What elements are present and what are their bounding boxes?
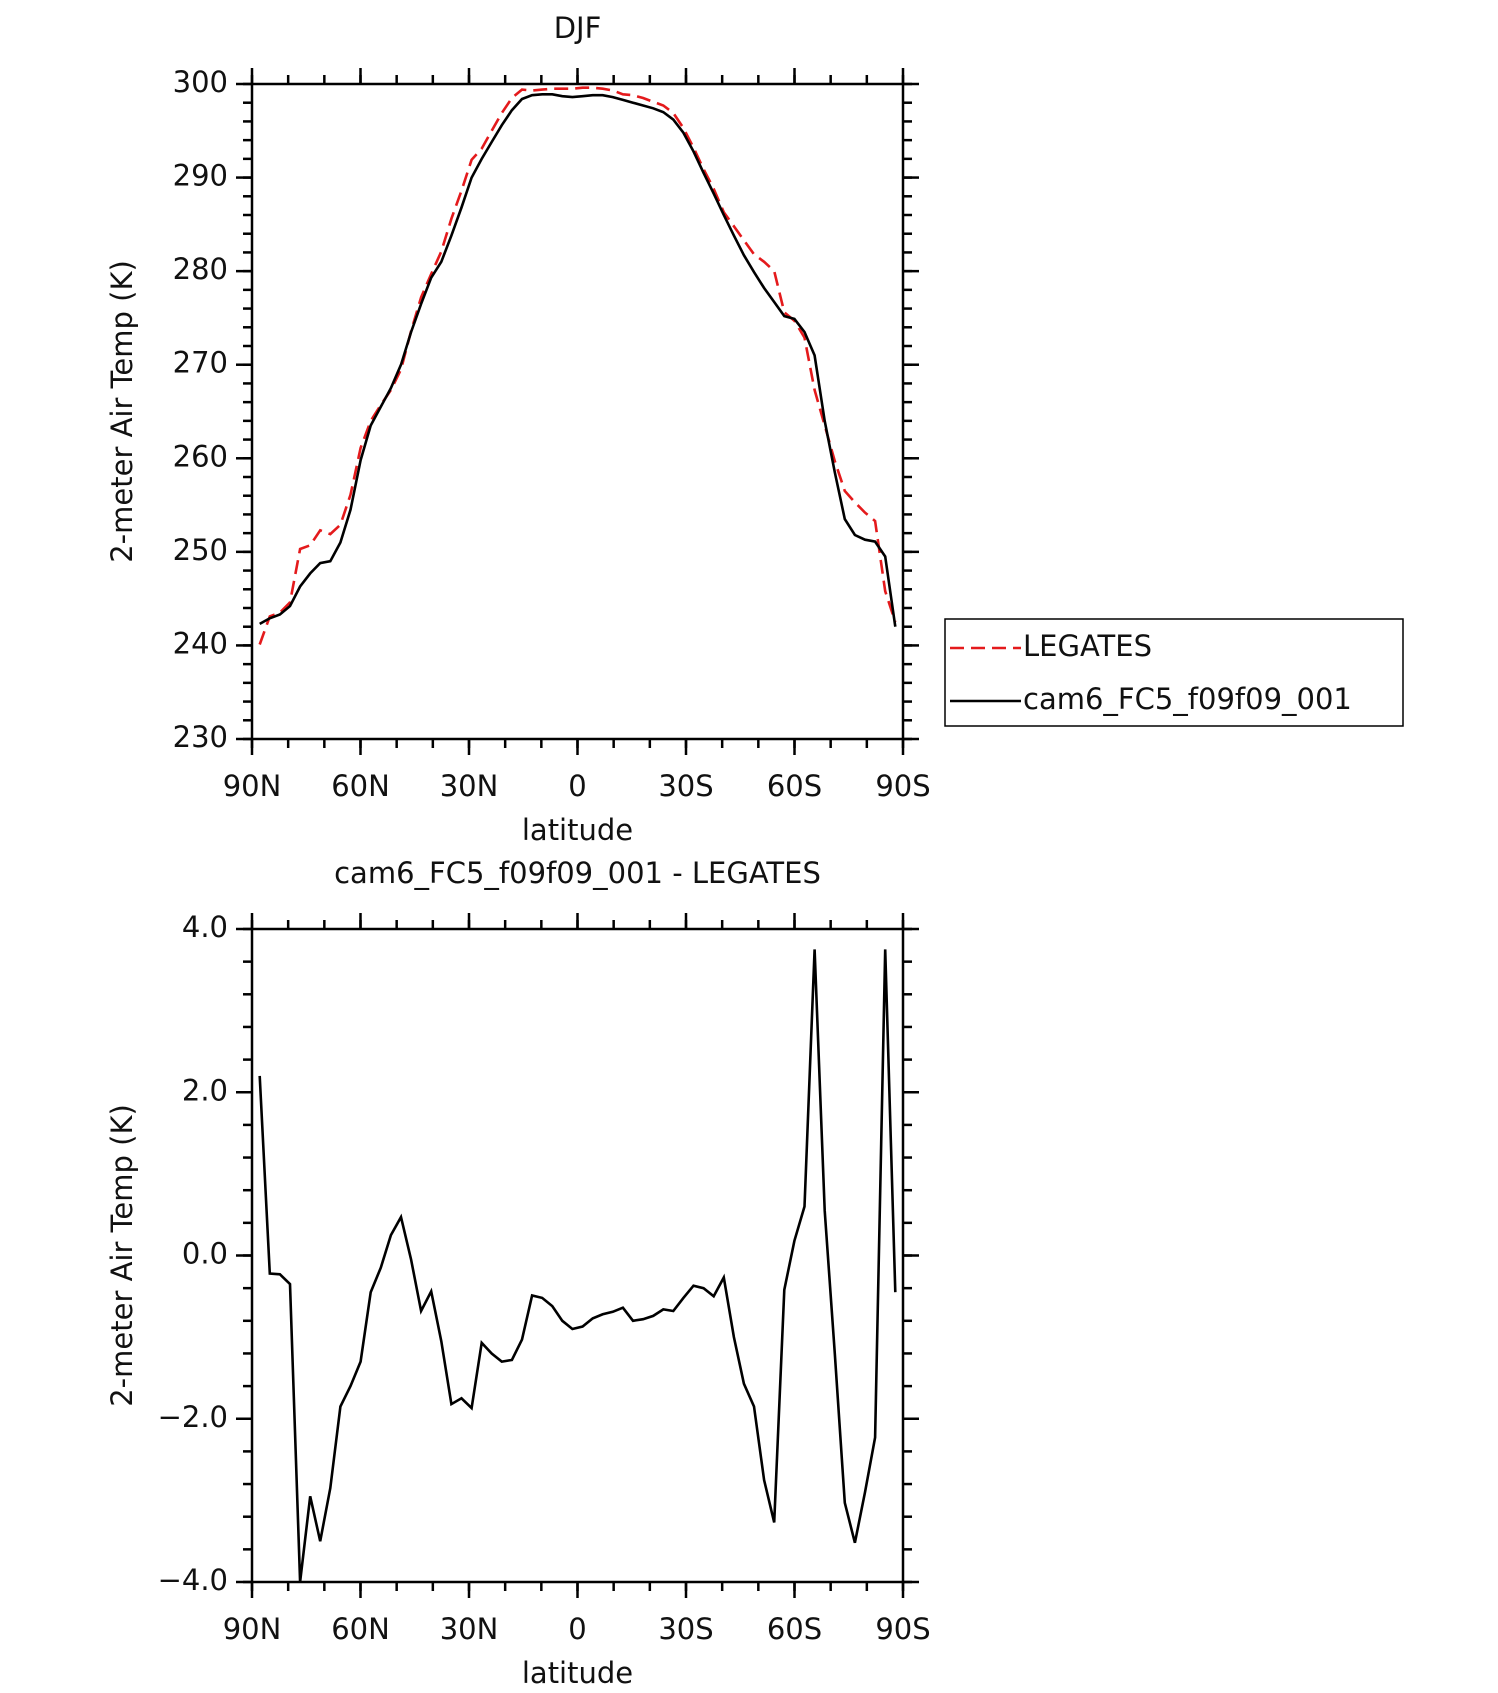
x-tick-label: 90S: [875, 1612, 930, 1646]
legend-label: cam6_FC5_f09f09_001: [1023, 682, 1352, 716]
plot-frame: [250, 82, 905, 741]
data-line: [259, 93, 897, 627]
x-axis-label: latitude: [522, 1656, 633, 1690]
y-tick-label: 4.0: [182, 910, 228, 944]
y-tick-label: 0.0: [182, 1237, 228, 1271]
y-tick-label: 250: [173, 533, 228, 567]
x-tick-label: 30S: [658, 769, 713, 803]
y-tick-label: 260: [173, 439, 228, 473]
data-line: [258, 86, 897, 645]
plot-frame: [250, 927, 905, 1584]
x-tick-label: 30S: [658, 1612, 713, 1646]
x-tick-label: 0: [568, 1612, 586, 1646]
x-tick-label: 30N: [440, 769, 499, 803]
x-tick-label: 90N: [223, 1612, 282, 1646]
chart-title: DJF: [554, 11, 602, 45]
x-tick-label: 0: [568, 769, 586, 803]
x-axis-label: latitude: [522, 813, 633, 847]
y-tick-label: 290: [173, 159, 228, 193]
x-tick-label: 60S: [767, 769, 822, 803]
y-tick-label: 240: [173, 626, 228, 660]
y-tick-label: 270: [173, 346, 228, 380]
y-tick-label: −4.0: [158, 1563, 228, 1597]
legend-box: [944, 618, 1404, 727]
y-axis-label: 2-meter Air Temp (K): [105, 260, 139, 563]
y-tick-label: 2.0: [182, 1073, 228, 1107]
x-tick-label: 90N: [223, 769, 282, 803]
y-tick-label: −2.0: [158, 1400, 228, 1434]
x-tick-label: 90S: [875, 769, 930, 803]
y-axis-label: 2-meter Air Temp (K): [105, 1104, 139, 1407]
y-tick-label: 280: [173, 252, 228, 286]
y-tick-label: 230: [173, 720, 228, 754]
legend-label: LEGATES: [1023, 629, 1152, 663]
x-tick-label: 60S: [767, 1612, 822, 1646]
chart-title: cam6_FC5_f09f09_001 - LEGATES: [334, 856, 821, 890]
x-tick-label: 30N: [440, 1612, 499, 1646]
x-tick-label: 60N: [331, 1612, 390, 1646]
y-tick-label: 300: [173, 65, 228, 99]
x-tick-label: 60N: [331, 769, 390, 803]
data-line: [258, 949, 897, 1583]
